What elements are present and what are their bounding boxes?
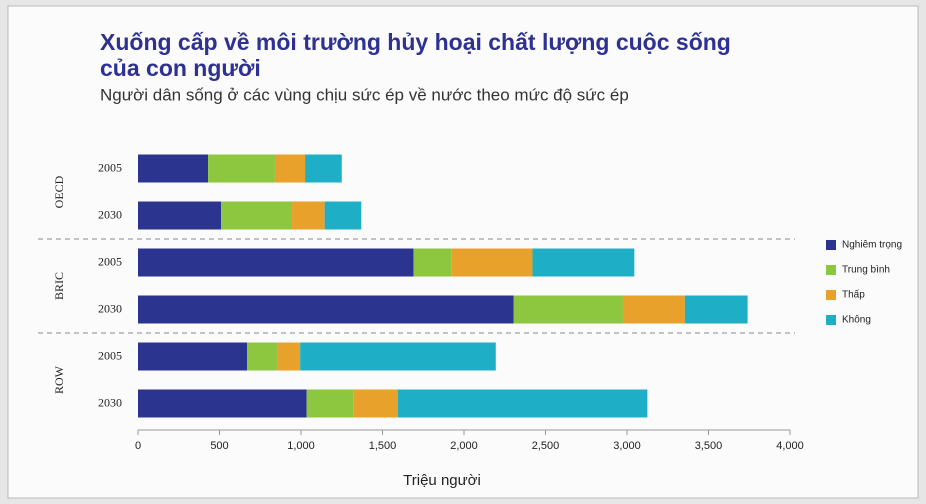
group-label: OECD — [52, 175, 66, 208]
bar-segment — [138, 248, 414, 277]
bar-segment — [292, 201, 325, 230]
bar-segment — [138, 295, 514, 324]
bar-segment — [138, 201, 222, 230]
legend-label: Trung bình — [842, 265, 890, 276]
chart-title: của con người — [100, 55, 261, 81]
bar-segment — [306, 389, 354, 418]
legend-swatch — [826, 265, 836, 275]
bar-segment — [353, 389, 398, 418]
bar-segment — [451, 248, 533, 277]
bar-segment — [684, 295, 748, 324]
legend-label: Không — [842, 315, 871, 326]
bar-segment — [138, 389, 307, 418]
bar-segment — [221, 201, 293, 230]
legend-swatch — [826, 290, 836, 300]
y-tick-label: 2005 — [98, 254, 122, 268]
group-label: BRIC — [52, 272, 66, 300]
x-tick-label: 4,000 — [776, 440, 804, 452]
bar-segment — [277, 342, 301, 371]
x-tick-label: 0 — [135, 440, 141, 452]
y-tick-label: 2005 — [98, 160, 122, 174]
bar-segment — [413, 248, 452, 277]
x-tick-label: 500 — [210, 440, 228, 452]
x-tick-label: 1,000 — [287, 440, 315, 452]
bar-segment — [305, 154, 342, 183]
bar-segment — [208, 154, 275, 183]
bar-segment — [138, 154, 209, 183]
bar-segment — [622, 295, 685, 324]
legend-label: Nghiêm trọng — [842, 240, 902, 251]
chart-title: Xuống cấp về môi trường hủy hoại chất lư… — [100, 29, 731, 55]
x-tick-label: 2,500 — [532, 440, 560, 452]
y-tick-label: 2030 — [98, 395, 122, 409]
x-axis-label: Triệu người — [403, 472, 481, 489]
x-tick-label: 3,500 — [695, 440, 723, 452]
legend-swatch — [826, 315, 836, 325]
bar-segment — [324, 201, 362, 230]
bar-segment — [397, 389, 648, 418]
x-tick-label: 2,000 — [450, 440, 478, 452]
legend-swatch — [826, 240, 836, 250]
y-tick-label: 2030 — [98, 207, 122, 221]
group-label: ROW — [52, 365, 66, 394]
bar-segment — [513, 295, 623, 324]
bar-segment — [274, 154, 306, 183]
y-tick-label: 2030 — [98, 301, 122, 315]
bar-segment — [532, 248, 635, 277]
bar-segment — [300, 342, 496, 371]
bar-segment — [247, 342, 278, 371]
x-tick-label: 3,000 — [613, 440, 641, 452]
legend-label: Thấp — [842, 289, 865, 301]
bar-segment — [138, 342, 248, 371]
chart-subtitle: Người dân sống ở các vùng chịu sức ép về… — [100, 85, 629, 104]
x-tick-label: 1,500 — [369, 440, 397, 452]
y-tick-label: 2005 — [98, 348, 122, 362]
